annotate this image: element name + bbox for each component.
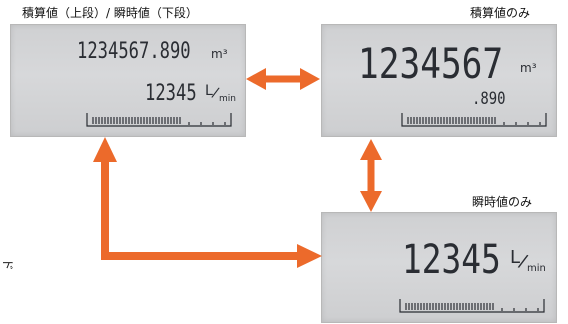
bar-graph — [399, 299, 545, 313]
rate-only-value: 12345 — [402, 237, 501, 283]
lcd-panel-total-only: 1234567 m³ .890 — [321, 24, 557, 137]
total-only-decimal: .890 — [472, 89, 506, 109]
total-value: 1234567.890 — [77, 39, 191, 64]
rate-only-unit-numerator: L — [510, 247, 521, 268]
panel2-title: 積算値のみ — [470, 6, 531, 20]
bar-graph — [401, 113, 547, 127]
lcd-panel-rate-only: 12345 L / min — [321, 212, 557, 323]
total-only-value: 1234567 — [358, 39, 504, 88]
side-text: ド — [0, 258, 15, 271]
panel1-title: 積算値（上段）/ 瞬時値（下段） — [22, 6, 198, 20]
total-unit: m³ — [211, 47, 228, 61]
double-arrow-elbow-icon — [93, 137, 322, 268]
rate-unit-denominator: min — [219, 94, 236, 104]
rate-unit: L / min — [205, 83, 241, 107]
rate-only-unit-denominator: min — [527, 263, 546, 274]
panel3-title: 瞬時値のみ — [472, 195, 533, 209]
rate-only-unit: L / min — [510, 247, 550, 281]
rate-value: 12345 — [145, 81, 197, 106]
bar-graph — [86, 113, 232, 127]
double-arrow-horizontal-icon — [246, 68, 320, 90]
lcd-panel-total-and-rate: 1234567.890 m³ 12345 L / min — [10, 24, 246, 137]
rate-unit-numerator: L — [205, 83, 213, 99]
double-arrow-vertical-icon — [360, 139, 382, 212]
total-only-unit: m³ — [520, 61, 537, 75]
